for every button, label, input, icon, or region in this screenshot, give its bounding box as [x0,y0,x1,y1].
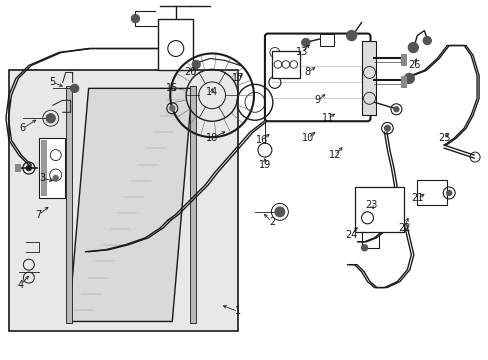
Text: 7: 7 [36,210,42,220]
Bar [401,76,407,88]
Circle shape [71,84,79,92]
Circle shape [46,114,55,123]
Text: 15: 15 [166,84,178,93]
Circle shape [169,106,174,111]
Text: 8: 8 [304,67,310,77]
Bar [158,19,193,71]
Text: 17: 17 [231,73,244,84]
Text: 16: 16 [255,135,267,145]
Circle shape [346,31,356,41]
Text: 25: 25 [437,133,449,143]
Circle shape [131,15,139,23]
Circle shape [384,125,389,131]
Circle shape [423,37,430,45]
Circle shape [53,176,58,180]
Circle shape [404,73,413,84]
Polygon shape [68,88,192,321]
Text: 21: 21 [410,193,423,203]
Text: 24: 24 [345,230,357,240]
Bar [39,138,64,198]
Circle shape [301,39,309,46]
Bar [401,54,407,67]
Bar [15,164,21,172]
Text: 11: 11 [321,113,333,123]
Text: 5: 5 [49,77,56,87]
Bar [319,33,333,45]
Bar [9,71,238,332]
Bar [354,187,404,232]
Bar [271,50,299,78]
Text: 9: 9 [314,95,320,105]
Text: 12: 12 [328,150,340,160]
Text: 14: 14 [205,87,218,97]
Text: 10: 10 [301,133,313,143]
Text: 26: 26 [407,60,420,71]
Bar [416,180,447,205]
Circle shape [192,60,200,68]
Text: 22: 22 [397,223,410,233]
Circle shape [407,42,417,53]
Text: 19: 19 [258,160,270,170]
Bar [65,86,72,323]
FancyBboxPatch shape [264,33,370,121]
Text: 2: 2 [268,217,274,227]
Bar [190,86,196,323]
Text: 13: 13 [295,48,307,58]
Circle shape [275,207,284,217]
Text: 18: 18 [205,133,218,143]
Circle shape [446,190,451,195]
Circle shape [26,166,31,171]
Text: 1: 1 [234,306,241,316]
Text: 23: 23 [365,200,377,210]
Bar [361,41,376,115]
Text: 6: 6 [20,123,26,133]
Text: 4: 4 [18,280,24,289]
Circle shape [361,245,367,251]
Text: 20: 20 [183,67,196,77]
Bar [41,140,47,196]
Text: 3: 3 [40,173,46,183]
Circle shape [393,107,398,112]
